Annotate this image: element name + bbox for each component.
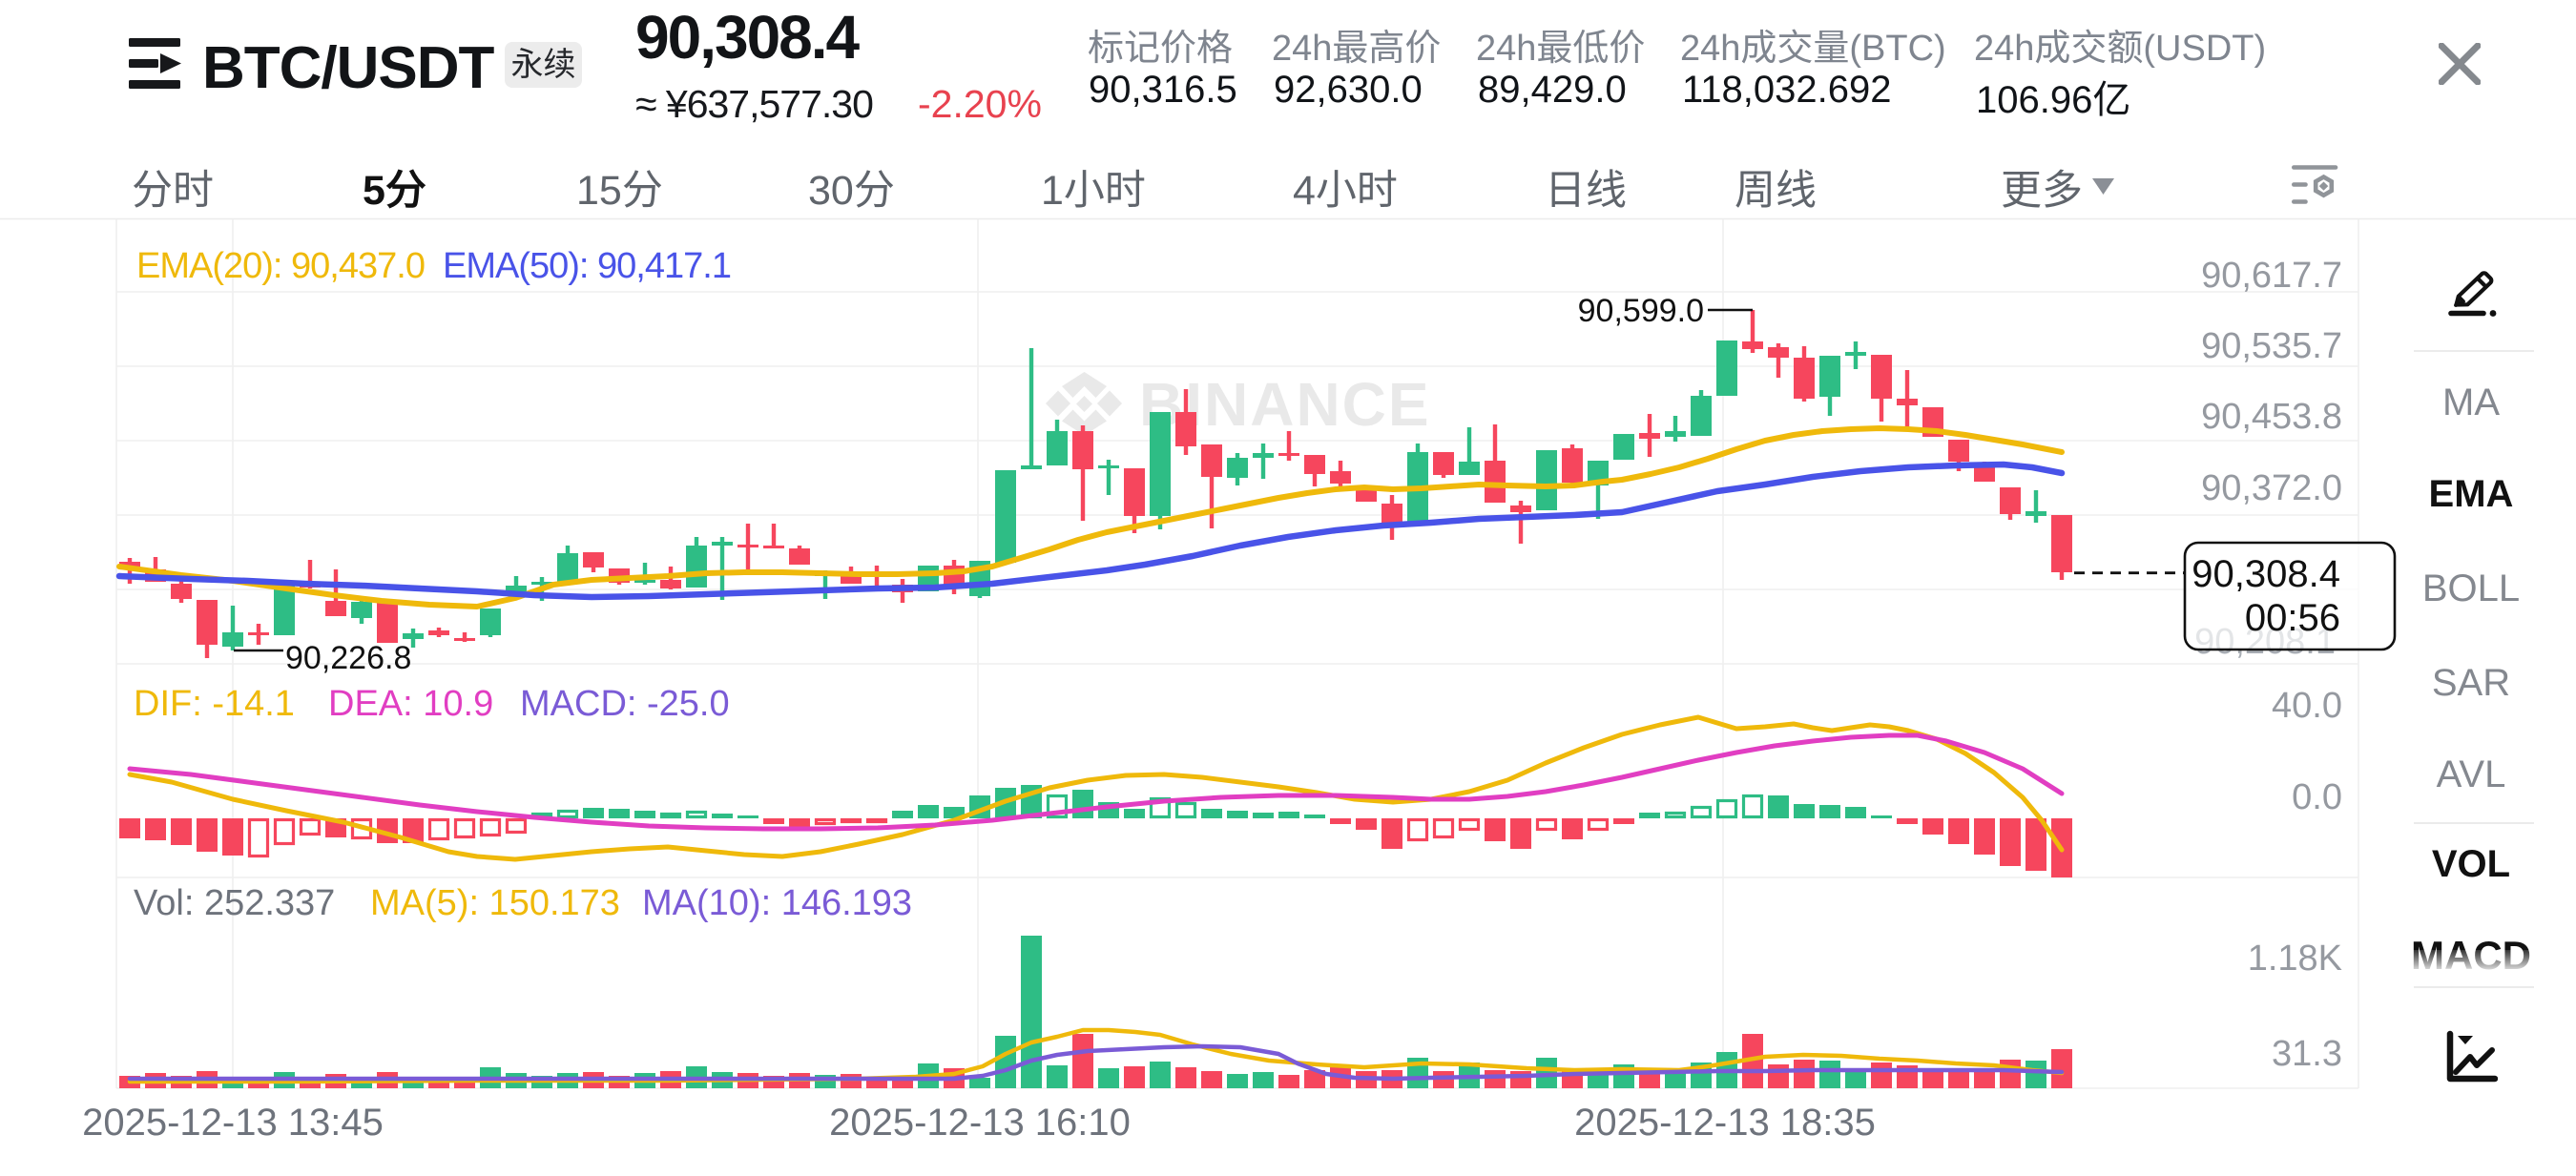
svg-text:0.0: 0.0 <box>2292 777 2342 817</box>
svg-text:DEA: 10.9: DEA: 10.9 <box>328 684 493 724</box>
svg-text:90,453.8: 90,453.8 <box>2201 397 2342 437</box>
svg-text:EMA(50): 90,417.1: EMA(50): 90,417.1 <box>443 246 731 286</box>
svg-text:Vol: 252.337: Vol: 252.337 <box>134 883 335 923</box>
svg-text:DIF: -14.1: DIF: -14.1 <box>134 684 295 724</box>
svg-text:EMA(20): 90,437.0: EMA(20): 90,437.0 <box>136 246 425 286</box>
svg-text:90,308.4: 90,308.4 <box>2192 553 2340 595</box>
svg-text:90,372.0: 90,372.0 <box>2201 468 2342 508</box>
svg-text:MA(5): 150.173: MA(5): 150.173 <box>370 883 620 923</box>
svg-text:40.0: 40.0 <box>2272 686 2342 726</box>
svg-text:MACD: -25.0: MACD: -25.0 <box>520 684 730 724</box>
svg-text:90,226.8: 90,226.8 <box>285 640 411 676</box>
svg-text:2025-12-13 18:35: 2025-12-13 18:35 <box>1574 1102 1876 1144</box>
svg-text:00:56: 00:56 <box>2245 597 2340 639</box>
svg-text:90,617.7: 90,617.7 <box>2201 256 2342 296</box>
svg-text:1.18K: 1.18K <box>2248 939 2342 979</box>
svg-text:2025-12-13 13:45: 2025-12-13 13:45 <box>82 1102 384 1144</box>
svg-text:90,535.7: 90,535.7 <box>2201 326 2342 366</box>
svg-text:31.3: 31.3 <box>2272 1034 2342 1074</box>
svg-text:2025-12-13 16:10: 2025-12-13 16:10 <box>829 1102 1131 1144</box>
svg-text:90,599.0: 90,599.0 <box>1578 293 1704 329</box>
svg-text:MA(10): 146.193: MA(10): 146.193 <box>642 883 912 923</box>
